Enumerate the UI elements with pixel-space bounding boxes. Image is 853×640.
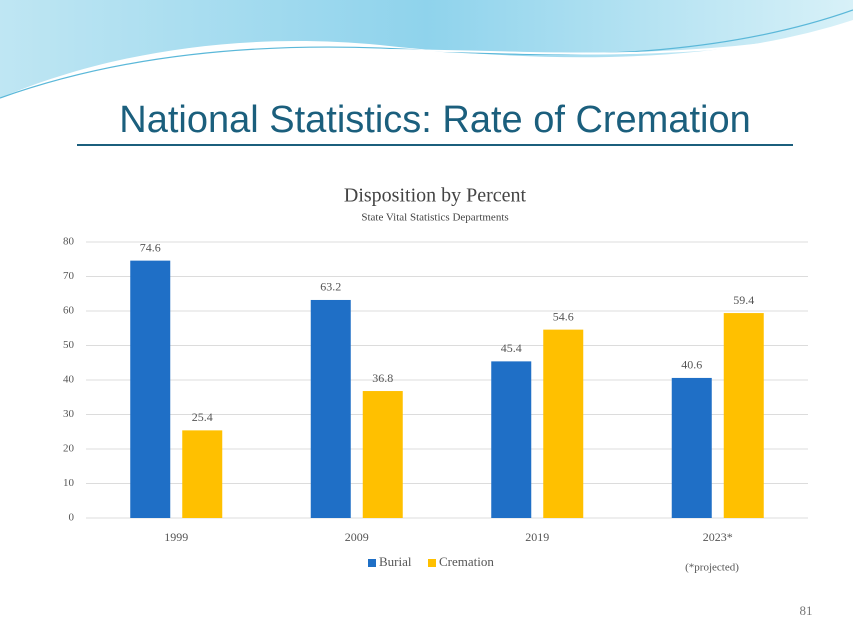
slide: National Statistics: Rate of Cremation D… [0, 0, 853, 640]
data-label: 25.4 [192, 410, 213, 424]
data-label: 40.6 [681, 358, 702, 372]
data-label: 74.6 [140, 240, 161, 254]
header-wave [0, 0, 853, 98]
bar [182, 430, 222, 518]
bar [543, 330, 583, 518]
y-tick-label: 60 [63, 305, 75, 317]
data-label: 45.4 [501, 341, 522, 355]
bar [672, 378, 712, 518]
y-tick-label: 20 [63, 443, 75, 455]
x-tick-label: 2009 [345, 530, 369, 544]
bar [130, 261, 170, 518]
data-label: 36.8 [372, 371, 393, 385]
bar [724, 313, 764, 518]
chart-subtitle: State Vital Statistics Departments [361, 212, 508, 224]
y-tick-label: 70 [63, 270, 75, 282]
bar [363, 391, 403, 518]
legend-swatch [368, 559, 376, 567]
data-label: 63.2 [320, 280, 341, 294]
y-tick-label: 0 [69, 512, 75, 524]
page-number: 81 [800, 603, 813, 618]
data-label: 59.4 [733, 293, 754, 307]
y-tick-label: 30 [63, 408, 75, 420]
annotation: (*projected) [685, 562, 739, 574]
y-tick-label: 10 [63, 477, 75, 489]
x-tick-label: 1999 [164, 530, 188, 544]
y-tick-label: 80 [63, 236, 75, 248]
y-tick-label: 50 [63, 339, 75, 351]
y-tick-label: 40 [63, 374, 75, 386]
x-tick-label: 2023* [703, 530, 733, 544]
slide-title: National Statistics: Rate of Cremation [119, 99, 751, 141]
bar [311, 300, 351, 518]
chart-title: Disposition by Percent [344, 185, 527, 207]
legend-swatch [428, 559, 436, 567]
x-tick-label: 2019 [525, 530, 549, 544]
legend-label: Burial [379, 554, 412, 569]
bar [491, 361, 531, 518]
legend-label: Cremation [439, 554, 494, 569]
data-label: 54.6 [553, 309, 574, 323]
